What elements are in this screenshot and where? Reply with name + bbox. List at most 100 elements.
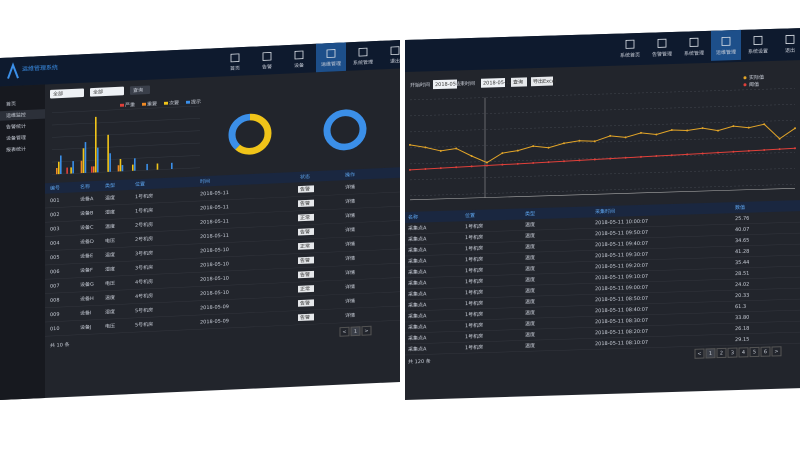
table-cell: 采集点A bbox=[408, 268, 427, 276]
line-point bbox=[778, 148, 781, 151]
nav-icon[interactable] bbox=[785, 34, 795, 44]
table-cell: 湿度 bbox=[105, 209, 115, 216]
grid-line bbox=[52, 130, 200, 138]
table-cell: 采集点A bbox=[408, 279, 427, 287]
nav-icon[interactable] bbox=[390, 46, 400, 56]
pager-button[interactable] bbox=[738, 347, 749, 358]
button[interactable] bbox=[511, 77, 527, 87]
pager-label: 3 bbox=[731, 350, 734, 356]
nav-icon[interactable] bbox=[326, 49, 336, 58]
nav-item[interactable]: 告警 bbox=[262, 63, 272, 70]
pager-button[interactable] bbox=[350, 326, 361, 337]
pager-button[interactable] bbox=[760, 346, 771, 357]
table-cell: 20.33 bbox=[735, 293, 749, 299]
pager-button[interactable] bbox=[705, 348, 716, 359]
table-cell: 1号机房 bbox=[465, 256, 483, 264]
button[interactable] bbox=[531, 76, 553, 87]
table-cell: 2018-05-11 bbox=[200, 219, 229, 226]
table-cell: 006 bbox=[50, 269, 60, 275]
table-cell: 告警 bbox=[300, 314, 310, 321]
nav-icon[interactable] bbox=[753, 35, 763, 45]
table-cell: 1号机房 bbox=[465, 267, 483, 275]
legend-label: 次要 bbox=[169, 99, 179, 106]
row-divider bbox=[45, 277, 400, 294]
table-cell: 温度 bbox=[525, 298, 535, 305]
nav-icon[interactable] bbox=[689, 37, 699, 47]
pager-button[interactable] bbox=[749, 346, 760, 358]
pager-button[interactable] bbox=[339, 326, 350, 337]
table-cell: 采集点A bbox=[408, 290, 427, 298]
nav-icon[interactable] bbox=[657, 38, 667, 48]
line-point bbox=[470, 165, 473, 168]
row-divider bbox=[405, 331, 800, 345]
nav-icon[interactable] bbox=[721, 36, 731, 46]
table-cell: 采集点A bbox=[408, 257, 427, 265]
nav-item[interactable]: 系统管理 bbox=[684, 50, 704, 58]
row-divider bbox=[45, 291, 400, 308]
date-input[interactable] bbox=[433, 79, 457, 90]
sidebar-item[interactable]: 运维监控 bbox=[6, 111, 26, 119]
sidebar-item[interactable]: 设备管理 bbox=[6, 134, 26, 142]
line-point bbox=[439, 167, 442, 170]
nav-item[interactable]: 运维管理 bbox=[716, 49, 736, 57]
button[interactable] bbox=[130, 85, 150, 95]
nav-icon[interactable] bbox=[294, 50, 304, 60]
nav-icon[interactable] bbox=[230, 53, 240, 63]
nav-icon[interactable] bbox=[262, 52, 272, 61]
table-cell: 正常 bbox=[300, 214, 310, 221]
bar bbox=[117, 165, 120, 172]
select[interactable] bbox=[90, 86, 124, 97]
table-cell: 001 bbox=[50, 198, 60, 204]
bar bbox=[56, 167, 58, 175]
table-cell: 4号机房 bbox=[135, 292, 153, 300]
bar bbox=[97, 147, 99, 173]
table-cell: 2018-05-10 bbox=[200, 276, 229, 283]
table-cell: 26.18 bbox=[735, 326, 749, 332]
table-cell: 2018-05-10 bbox=[200, 290, 229, 297]
line-point bbox=[439, 149, 442, 152]
status-badge bbox=[298, 185, 314, 193]
sidebar-item[interactable]: 首页 bbox=[6, 100, 16, 107]
pager-button[interactable] bbox=[716, 347, 727, 359]
table-header-cell: 名称 bbox=[408, 214, 418, 221]
pager-button[interactable] bbox=[694, 348, 705, 359]
left-screen: 运维管理系统 首页 告警 设备 运维管理 系统管理 退出首页运维监控告警统计设备管理报表统… bbox=[0, 39, 400, 401]
pager-button[interactable] bbox=[727, 347, 738, 358]
table-cell: 采集点A bbox=[408, 323, 427, 331]
pager-button[interactable] bbox=[771, 346, 782, 357]
sidebar-active bbox=[0, 109, 45, 121]
bar bbox=[82, 148, 85, 174]
legend-label: 严重 bbox=[125, 101, 135, 108]
nav-item[interactable]: 系统设置 bbox=[748, 48, 768, 56]
nav-item[interactable]: 退出 bbox=[390, 57, 400, 64]
select[interactable] bbox=[50, 88, 84, 99]
date-input[interactable] bbox=[481, 77, 505, 88]
table-header-cell: 操作 bbox=[345, 171, 355, 178]
nav-icon[interactable] bbox=[625, 39, 635, 49]
nav-item[interactable]: 退出 bbox=[785, 47, 795, 54]
line-point bbox=[747, 126, 750, 129]
status-badge bbox=[298, 228, 314, 236]
nav-item[interactable]: 设备 bbox=[294, 62, 304, 69]
bar bbox=[146, 163, 148, 171]
bar bbox=[107, 134, 109, 172]
legend-label: 阈值 bbox=[749, 81, 759, 88]
grid-line bbox=[410, 104, 795, 117]
nav-icon[interactable] bbox=[358, 47, 368, 57]
table-cell: 详情 bbox=[345, 283, 355, 290]
bar bbox=[132, 164, 134, 171]
pager-button[interactable] bbox=[361, 325, 372, 336]
table-cell: 设备A bbox=[80, 195, 94, 202]
table-cell: 2018-05-11 09:40:07 bbox=[595, 241, 648, 249]
nav-item[interactable]: 首页 bbox=[230, 65, 240, 72]
table-cell: 采集点A bbox=[408, 334, 427, 342]
nav-item[interactable]: 系统首页 bbox=[620, 51, 640, 59]
nav-item[interactable]: 告警管理 bbox=[652, 50, 672, 58]
table-cell: 温度 bbox=[105, 251, 115, 258]
line-point bbox=[655, 155, 658, 158]
nav-item[interactable]: 系统管理 bbox=[353, 59, 373, 67]
table-cell: 告警 bbox=[300, 257, 310, 264]
nav-item[interactable]: 运维管理 bbox=[321, 60, 341, 68]
sidebar-item[interactable]: 报表统计 bbox=[6, 146, 26, 154]
sidebar-item[interactable]: 告警统计 bbox=[6, 123, 26, 131]
